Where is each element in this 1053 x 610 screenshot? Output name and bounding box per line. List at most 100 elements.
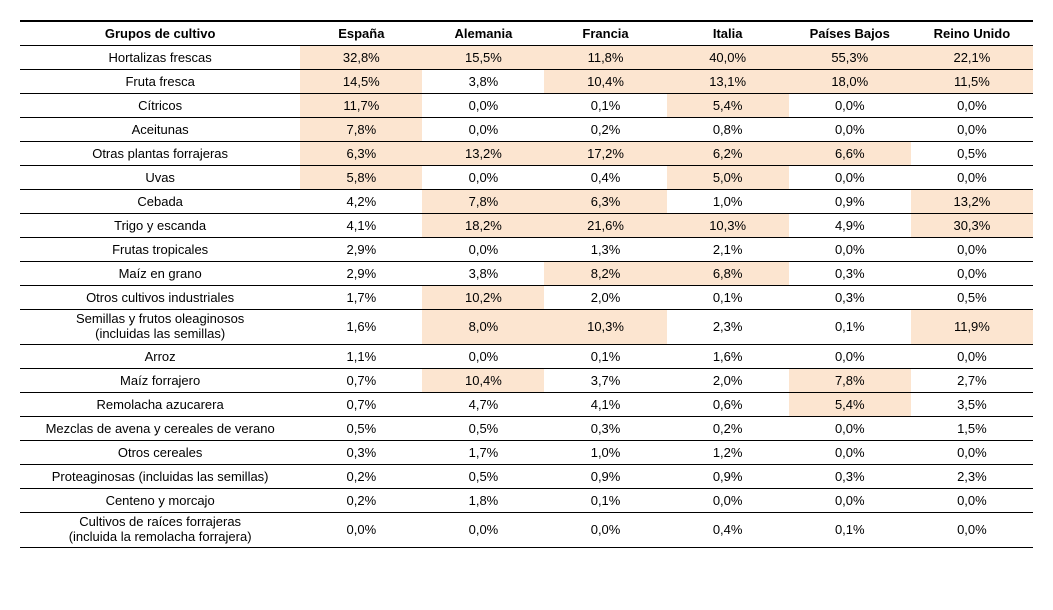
- data-cell: 8,0%: [422, 310, 544, 345]
- data-cell: 0,1%: [789, 310, 911, 345]
- table-row: Trigo y escanda4,1%18,2%21,6%10,3%4,9%30…: [20, 214, 1033, 238]
- data-cell: 8,2%: [544, 262, 666, 286]
- data-cell: 0,0%: [422, 166, 544, 190]
- data-cell: 0,5%: [422, 416, 544, 440]
- col-header-francia: Francia: [544, 21, 666, 46]
- data-cell: 1,7%: [422, 440, 544, 464]
- data-cell: 10,4%: [422, 368, 544, 392]
- data-cell: 1,0%: [667, 190, 789, 214]
- table-row: Cebada4,2%7,8%6,3%1,0%0,9%13,2%: [20, 190, 1033, 214]
- row-label: Uvas: [20, 166, 300, 190]
- data-cell: 3,5%: [911, 392, 1033, 416]
- data-cell: 0,5%: [911, 286, 1033, 310]
- table-body: Hortalizas frescas32,8%15,5%11,8%40,0%55…: [20, 46, 1033, 548]
- data-cell: 2,1%: [667, 238, 789, 262]
- col-header-alemania: Alemania: [422, 21, 544, 46]
- data-cell: 0,8%: [667, 118, 789, 142]
- data-cell: 2,3%: [911, 464, 1033, 488]
- data-cell: 0,3%: [544, 416, 666, 440]
- data-cell: 1,1%: [300, 344, 422, 368]
- row-label: Trigo y escanda: [20, 214, 300, 238]
- data-cell: 1,5%: [911, 416, 1033, 440]
- data-cell: 6,8%: [667, 262, 789, 286]
- data-cell: 0,0%: [789, 238, 911, 262]
- row-label: Remolacha azucarera: [20, 392, 300, 416]
- table-header: Grupos de cultivo España Alemania Franci…: [20, 21, 1033, 46]
- data-cell: 0,0%: [911, 344, 1033, 368]
- table-row: Maíz forrajero0,7%10,4%3,7%2,0%7,8%2,7%: [20, 368, 1033, 392]
- data-cell: 6,6%: [789, 142, 911, 166]
- data-cell: 1,0%: [544, 440, 666, 464]
- data-cell: 32,8%: [300, 46, 422, 70]
- data-cell: 0,0%: [789, 488, 911, 512]
- data-cell: 1,8%: [422, 488, 544, 512]
- row-label: Proteaginosas (incluidas las semillas): [20, 464, 300, 488]
- data-cell: 0,4%: [544, 166, 666, 190]
- data-cell: 4,1%: [300, 214, 422, 238]
- col-header-label: Grupos de cultivo: [20, 21, 300, 46]
- data-cell: 0,3%: [789, 464, 911, 488]
- data-cell: 0,3%: [789, 286, 911, 310]
- row-label: Arroz: [20, 344, 300, 368]
- data-cell: 11,7%: [300, 94, 422, 118]
- data-cell: 0,0%: [422, 118, 544, 142]
- data-cell: 5,8%: [300, 166, 422, 190]
- table-row: Fruta fresca14,5%3,8%10,4%13,1%18,0%11,5…: [20, 70, 1033, 94]
- data-cell: 5,4%: [667, 94, 789, 118]
- row-label: Otras plantas forrajeras: [20, 142, 300, 166]
- data-cell: 3,7%: [544, 368, 666, 392]
- data-cell: 0,9%: [789, 190, 911, 214]
- table-row: Maíz en grano2,9%3,8%8,2%6,8%0,3%0,0%: [20, 262, 1033, 286]
- data-cell: 6,2%: [667, 142, 789, 166]
- table-row: Mezclas de avena y cereales de verano0,5…: [20, 416, 1033, 440]
- data-cell: 0,1%: [544, 344, 666, 368]
- data-cell: 0,0%: [911, 262, 1033, 286]
- data-cell: 6,3%: [300, 142, 422, 166]
- data-cell: 1,7%: [300, 286, 422, 310]
- row-label: Hortalizas frescas: [20, 46, 300, 70]
- data-cell: 6,3%: [544, 190, 666, 214]
- data-cell: 10,4%: [544, 70, 666, 94]
- table-row: Semillas y frutos oleaginosos(incluidas …: [20, 310, 1033, 345]
- data-cell: 18,2%: [422, 214, 544, 238]
- data-cell: 0,5%: [422, 464, 544, 488]
- table-row: Uvas5,8%0,0%0,4%5,0%0,0%0,0%: [20, 166, 1033, 190]
- data-cell: 0,5%: [300, 416, 422, 440]
- data-cell: 0,0%: [789, 118, 911, 142]
- data-cell: 10,2%: [422, 286, 544, 310]
- table-row: Remolacha azucarera0,7%4,7%4,1%0,6%5,4%3…: [20, 392, 1033, 416]
- data-cell: 13,2%: [911, 190, 1033, 214]
- data-cell: 0,9%: [544, 464, 666, 488]
- table-row: Cultivos de raíces forrajeras(incluida l…: [20, 512, 1033, 547]
- data-cell: 0,0%: [911, 166, 1033, 190]
- data-cell: 22,1%: [911, 46, 1033, 70]
- table-row: Otras plantas forrajeras6,3%13,2%17,2%6,…: [20, 142, 1033, 166]
- data-cell: 0,2%: [300, 488, 422, 512]
- data-cell: 0,0%: [789, 166, 911, 190]
- data-cell: 17,2%: [544, 142, 666, 166]
- data-cell: 30,3%: [911, 214, 1033, 238]
- data-cell: 4,2%: [300, 190, 422, 214]
- data-cell: 0,6%: [667, 392, 789, 416]
- row-label: Fruta fresca: [20, 70, 300, 94]
- data-cell: 0,0%: [300, 512, 422, 547]
- data-cell: 2,9%: [300, 262, 422, 286]
- row-label: Otros cereales: [20, 440, 300, 464]
- data-cell: 7,8%: [300, 118, 422, 142]
- data-cell: 0,2%: [544, 118, 666, 142]
- table-row: Otros cultivos industriales1,7%10,2%2,0%…: [20, 286, 1033, 310]
- data-cell: 0,0%: [789, 94, 911, 118]
- table-row: Arroz1,1%0,0%0,1%1,6%0,0%0,0%: [20, 344, 1033, 368]
- data-cell: 0,0%: [911, 118, 1033, 142]
- row-label: Centeno y morcajo: [20, 488, 300, 512]
- data-cell: 2,9%: [300, 238, 422, 262]
- data-cell: 0,1%: [544, 94, 666, 118]
- data-cell: 0,3%: [789, 262, 911, 286]
- data-cell: 0,2%: [300, 464, 422, 488]
- data-cell: 0,0%: [911, 488, 1033, 512]
- data-cell: 2,3%: [667, 310, 789, 345]
- data-cell: 11,8%: [544, 46, 666, 70]
- data-cell: 1,6%: [667, 344, 789, 368]
- data-cell: 5,4%: [789, 392, 911, 416]
- data-cell: 0,0%: [789, 440, 911, 464]
